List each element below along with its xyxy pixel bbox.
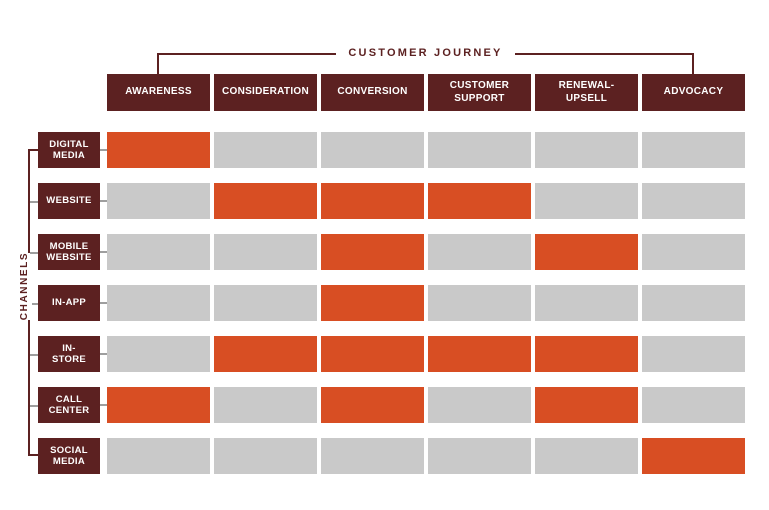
row-connector-tick — [100, 149, 107, 151]
row-label: WEBSITE — [38, 183, 100, 219]
matrix-cell-inactive — [214, 234, 317, 270]
matrix-cell-active — [214, 183, 317, 219]
channels-bracket-tick — [30, 201, 38, 203]
row-connector-tick — [100, 404, 107, 406]
matrix-cell-active — [535, 387, 638, 423]
channels-label: CHANNELS — [19, 251, 30, 321]
matrix-cell-inactive — [428, 438, 531, 474]
journey-bracket-left-line — [157, 52, 337, 55]
matrix-cell-inactive — [535, 438, 638, 474]
matrix-cell-inactive — [428, 285, 531, 321]
channels-bracket-tick — [32, 303, 38, 305]
matrix-cell-inactive — [428, 132, 531, 168]
column-header: CUSTOMER SUPPORT — [428, 74, 531, 111]
matrix-cell-active — [428, 336, 531, 372]
matrix-cell-active — [535, 336, 638, 372]
matrix-cell-inactive — [107, 285, 210, 321]
row-label: CALL CENTER — [38, 387, 100, 423]
matrix-cell-inactive — [214, 387, 317, 423]
matrix-cell-active — [321, 234, 424, 270]
matrix-cell-active — [321, 183, 424, 219]
matrix-cell-active — [321, 387, 424, 423]
matrix-cell-inactive — [321, 438, 424, 474]
matrix-cell-active — [642, 438, 745, 474]
matrix-cell-inactive — [642, 132, 745, 168]
matrix-cell-active — [321, 285, 424, 321]
journey-bracket-right-line — [514, 52, 694, 55]
matrix-cell-inactive — [107, 438, 210, 474]
matrix-cell-active — [214, 336, 317, 372]
matrix-cell-active — [535, 234, 638, 270]
row-connector-tick — [100, 353, 107, 355]
matrix-cell-inactive — [214, 285, 317, 321]
column-header: AWARENESS — [107, 74, 210, 111]
matrix-cell-inactive — [107, 183, 210, 219]
matrix-cell-active — [428, 183, 531, 219]
row-label: MOBILE WEBSITE — [38, 234, 100, 270]
matrix-cell-inactive — [642, 336, 745, 372]
channels-bracket-tick — [30, 252, 38, 254]
channels-bracket-top-elbow — [28, 149, 39, 151]
row-connector-tick — [100, 302, 107, 304]
journey-title: CUSTOMER JOURNEY — [348, 47, 503, 59]
channels-bracket-upper-line — [28, 149, 30, 253]
column-header: ADVOCACY — [642, 74, 745, 111]
matrix-cell-inactive — [535, 183, 638, 219]
channels-bracket-lower-line — [28, 320, 30, 456]
matrix-cell-inactive — [321, 132, 424, 168]
matrix-cell-inactive — [535, 285, 638, 321]
matrix-cell-inactive — [214, 132, 317, 168]
channels-bracket-tick — [30, 405, 38, 407]
matrix-cell-inactive — [642, 387, 745, 423]
column-header: CONSIDERATION — [214, 74, 317, 111]
row-label: DIGITAL MEDIA — [38, 132, 100, 168]
matrix-cell-inactive — [428, 234, 531, 270]
row-label: IN- STORE — [38, 336, 100, 372]
matrix-cell-inactive — [107, 336, 210, 372]
row-label: IN-APP — [38, 285, 100, 321]
row-connector-tick — [100, 200, 107, 202]
journey-bracket-right-drop — [692, 53, 694, 74]
matrix-cell-active — [107, 387, 210, 423]
matrix-cell-inactive — [642, 234, 745, 270]
channels-bracket-bottom-elbow — [28, 454, 39, 456]
column-header: CONVERSION — [321, 74, 424, 111]
journey-header: CUSTOMER JOURNEY — [157, 47, 694, 60]
matrix-cell-inactive — [107, 234, 210, 270]
matrix-cell-active — [107, 132, 210, 168]
matrix-cell-inactive — [642, 285, 745, 321]
matrix-cell-active — [321, 336, 424, 372]
column-header: RENEWAL- UPSELL — [535, 74, 638, 111]
row-label: SOCIAL MEDIA — [38, 438, 100, 474]
matrix-cell-inactive — [428, 387, 531, 423]
row-connector-tick — [100, 251, 107, 253]
matrix-cell-inactive — [214, 438, 317, 474]
matrix-cell-inactive — [642, 183, 745, 219]
channels-bracket-tick — [30, 354, 38, 356]
journey-bracket-left-drop — [157, 53, 159, 74]
matrix-cell-inactive — [535, 132, 638, 168]
